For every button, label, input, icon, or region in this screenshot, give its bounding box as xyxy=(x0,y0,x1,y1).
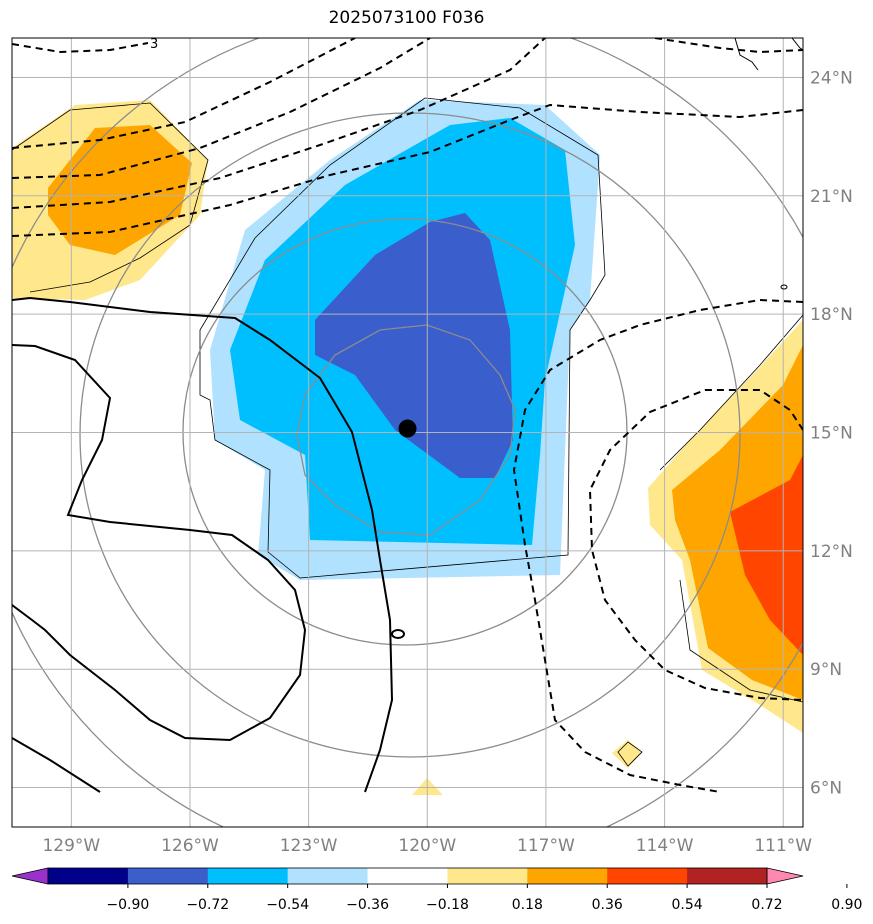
longitude-label: 111°W xyxy=(754,836,812,856)
latitude-label: 24°N xyxy=(810,68,853,88)
longitude-label: 120°W xyxy=(398,836,456,856)
dashed-contours xyxy=(12,38,803,793)
shading-outlines xyxy=(12,97,803,767)
latitude-labels: 24°N 21°N 18°N 15°N 12°N 9°N 6°N xyxy=(810,68,853,798)
colorbar-segment xyxy=(607,868,688,884)
contour-label: 3 xyxy=(150,37,158,52)
longitude-label: 123°W xyxy=(280,836,338,856)
colorbar-label: −0.18 xyxy=(426,897,469,913)
longitude-label: 126°W xyxy=(161,836,219,856)
colorbar-segment xyxy=(367,868,448,884)
longitude-labels: 129°W 126°W 123°W 120°W 117°W 114°W 111°W xyxy=(42,836,812,856)
colorbar-label: 0.18 xyxy=(512,897,543,913)
solid-contours xyxy=(12,296,405,793)
colorbar: −0.90 −0.72 −0.54 −0.36 −0.18 0.18 0.36 0.54 0.7… xyxy=(11,867,862,913)
colorbar-frame xyxy=(47,867,768,885)
colorbar-label: −0.90 xyxy=(106,897,149,913)
shade-royal-blue xyxy=(315,213,513,478)
coastline xyxy=(734,38,803,290)
colorbar-segment xyxy=(207,868,289,884)
map-title: 2025073100 F036 xyxy=(328,8,485,28)
map-frame xyxy=(11,37,804,828)
colorbar-segment xyxy=(527,868,608,884)
colorbar-label: −0.72 xyxy=(186,897,229,913)
colorbar-segment xyxy=(447,868,528,884)
colorbar-segment xyxy=(48,868,129,884)
ring-1 xyxy=(296,324,516,536)
storm-center-marker xyxy=(398,419,417,438)
latitude-label: 18°N xyxy=(810,305,853,325)
colorbar-label: −0.36 xyxy=(346,897,389,913)
map-area: 3 xyxy=(12,37,803,827)
longitude-label: 129°W xyxy=(42,836,100,856)
colorbar-segment xyxy=(687,868,768,884)
colorbar-label: 0.36 xyxy=(592,897,623,913)
longitude-label: 114°W xyxy=(636,836,694,856)
colorbar-label: 0.72 xyxy=(751,897,782,913)
colorbar-label: −0.54 xyxy=(266,897,309,913)
latitude-label: 21°N xyxy=(810,187,853,207)
latitude-label: 12°N xyxy=(810,542,853,562)
colorbar-label: 0.90 xyxy=(831,897,862,913)
latitude-label: 9°N xyxy=(810,660,842,680)
shading-fields xyxy=(12,100,803,795)
colorbar-segment xyxy=(287,868,369,884)
latitude-label: 15°N xyxy=(810,424,853,444)
colorbar-extend-min xyxy=(11,867,49,885)
colorbar-segment xyxy=(127,868,209,884)
colorbar-label: 0.54 xyxy=(672,897,703,913)
colorbar-extend-max xyxy=(766,867,804,885)
shade-speck-1 xyxy=(612,740,642,768)
longitude-label: 117°W xyxy=(517,836,575,856)
latitude-label: 6°N xyxy=(810,779,842,799)
gridlines xyxy=(12,38,803,827)
shade-red-orange-e xyxy=(730,455,803,655)
